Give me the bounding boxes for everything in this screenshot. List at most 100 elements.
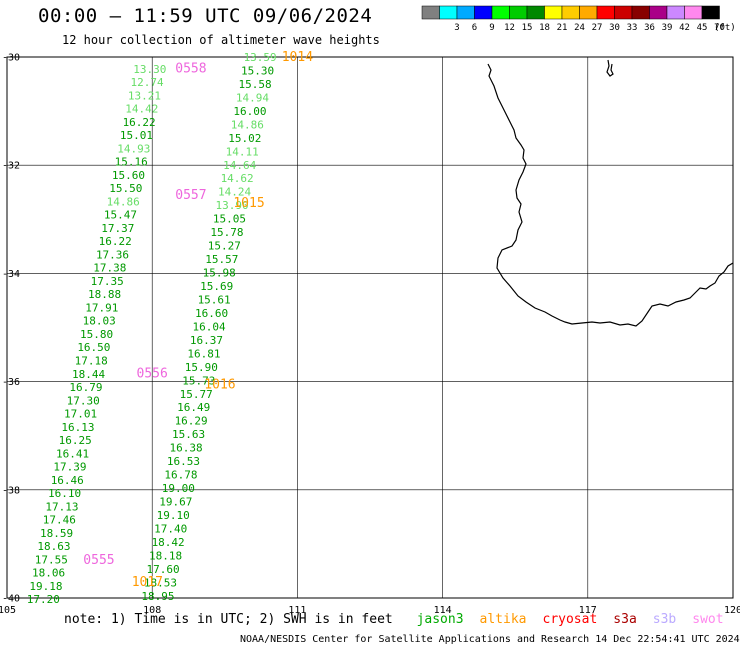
swh-value: 14.11 — [226, 145, 259, 158]
swh-value: 18.53 — [144, 576, 177, 589]
swh-value: 19.10 — [157, 509, 190, 522]
swh-value: 15.77 — [180, 388, 213, 401]
swh-values: 13.3012.7413.2114.4216.2215.0114.9315.16… — [27, 51, 277, 606]
swh-value: 16.00 — [233, 105, 266, 118]
legend-tick-label: 21 — [557, 23, 568, 33]
swh-value: 15.27 — [208, 240, 241, 253]
swh-value: 15.01 — [120, 129, 153, 142]
swh-value: 17.35 — [91, 275, 124, 288]
legend-tick-label: 42 — [679, 23, 690, 33]
swh-value: 12.74 — [131, 76, 164, 89]
swh-value: 15.61 — [198, 293, 231, 306]
swh-value: 18.44 — [72, 368, 105, 381]
legend-swatch — [421, 5, 440, 20]
swh-value: 16.29 — [175, 415, 208, 428]
color-legend: 3 6 9 12 15 18 21 24 27 30 33 36 39 42 45 70 — [421, 5, 725, 33]
swh-value: 17.91 — [85, 301, 118, 314]
legend-tick-label: 12 — [504, 23, 515, 33]
swh-value: 16.22 — [99, 235, 132, 248]
legend-tick-label: 30 — [609, 23, 620, 33]
swh-value: 17.36 — [96, 248, 129, 261]
swh-value: 16.78 — [164, 469, 197, 482]
swh-value: 15.80 — [80, 328, 113, 341]
satellite-legend-item: cryosat — [542, 612, 598, 627]
swh-value: 19.18 — [29, 580, 62, 593]
swh-value: 14.42 — [125, 103, 158, 116]
swh-value: 17.60 — [146, 563, 179, 576]
pass-time-label: 0555 — [83, 553, 114, 568]
satellite-legend-item: swot — [692, 612, 724, 627]
lon-tick-label: 120 — [724, 605, 740, 616]
swh-value: 17.38 — [93, 262, 126, 275]
swh-value: 15.63 — [172, 428, 205, 441]
legend-tick-label: 36 — [644, 23, 655, 33]
legend-swatch — [526, 5, 545, 20]
pass-time-label: 0556 — [137, 366, 168, 381]
swh-value: 17.40 — [154, 522, 187, 535]
swh-value: 15.05 — [213, 213, 246, 226]
swh-value: 16.53 — [167, 455, 200, 468]
satellite-legend-item: s3b — [652, 612, 677, 627]
satellite-legend-item: jason3 — [416, 612, 464, 627]
swh-value: 15.47 — [104, 209, 137, 222]
longitude-gridlines — [6, 57, 734, 598]
lat-tick-label: -36 — [2, 377, 20, 388]
swh-value: 15.69 — [200, 280, 233, 293]
swh-value: 15.50 — [109, 182, 142, 195]
swh-value: 18.59 — [40, 527, 73, 540]
lon-tick-label: 108 — [143, 605, 161, 616]
pass-time-label: 0558 — [175, 61, 206, 76]
swh-value: 13.30 — [133, 63, 166, 76]
legend-swatch — [561, 5, 580, 20]
swh-value: 19.00 — [162, 482, 195, 495]
swh-value: 16.10 — [48, 487, 81, 500]
swh-value: 14.62 — [221, 172, 254, 185]
swh-value: 15.30 — [241, 64, 274, 77]
legend-tick-label: 9 — [489, 23, 494, 33]
coastline-inlet — [606, 59, 614, 77]
swh-value: 15.58 — [238, 78, 271, 91]
swh-value: 13.59 — [244, 51, 277, 64]
map-frame — [6, 56, 734, 599]
legend-swatch — [544, 5, 563, 20]
swh-value: 15.90 — [185, 361, 218, 374]
legend-swatch — [491, 5, 510, 20]
legend-tick-label: 24 — [574, 23, 585, 33]
swh-value: 18.63 — [37, 540, 70, 553]
swh-value: 18.95 — [141, 590, 174, 603]
swh-value: 16.37 — [190, 334, 223, 347]
legend-swatch — [579, 5, 598, 20]
page-subtitle: 12 hour collection of altimeter wave hei… — [62, 33, 380, 47]
swh-value: 14.64 — [223, 159, 256, 172]
legend-tick-label: 39 — [662, 23, 673, 33]
coastline — [487, 63, 734, 327]
satellite-legend: jason3 altika cryosat s3a s3b swot — [401, 612, 724, 627]
legend-swatch — [684, 5, 703, 20]
swh-value: 17.55 — [35, 553, 68, 566]
swh-value: 16.60 — [195, 307, 228, 320]
swh-value: 13.21 — [128, 89, 161, 102]
pass-time-labels: 0558 1014 0557 1015 0556 1016 0555 1017 — [83, 50, 313, 590]
legend-tick-label: 33 — [627, 23, 638, 33]
pass-time-label: 1015 — [233, 196, 264, 211]
lat-tick-label: -38 — [2, 485, 20, 496]
swh-value: 16.81 — [187, 347, 220, 360]
legend-swatch — [456, 5, 475, 20]
legend-tick-label: 15 — [522, 23, 533, 33]
credit-line: NOAA/NESDIS Center for Satellite Applica… — [240, 634, 740, 645]
legend-tick-label: 70 — [714, 23, 725, 33]
swh-value: 15.73 — [182, 374, 215, 387]
swh-value: 17.01 — [64, 408, 97, 421]
swh-value: 18.18 — [149, 549, 182, 562]
swh-value: 14.93 — [117, 142, 150, 155]
swh-value: 15.98 — [203, 267, 236, 280]
swh-value: 17.13 — [45, 500, 78, 513]
swh-value: 18.88 — [88, 288, 121, 301]
lon-tick-label: 117 — [579, 605, 597, 616]
swh-value: 16.04 — [192, 320, 225, 333]
swh-value: 18.42 — [152, 536, 185, 549]
legend-swatch — [649, 5, 668, 20]
swh-value: 15.60 — [112, 169, 145, 182]
